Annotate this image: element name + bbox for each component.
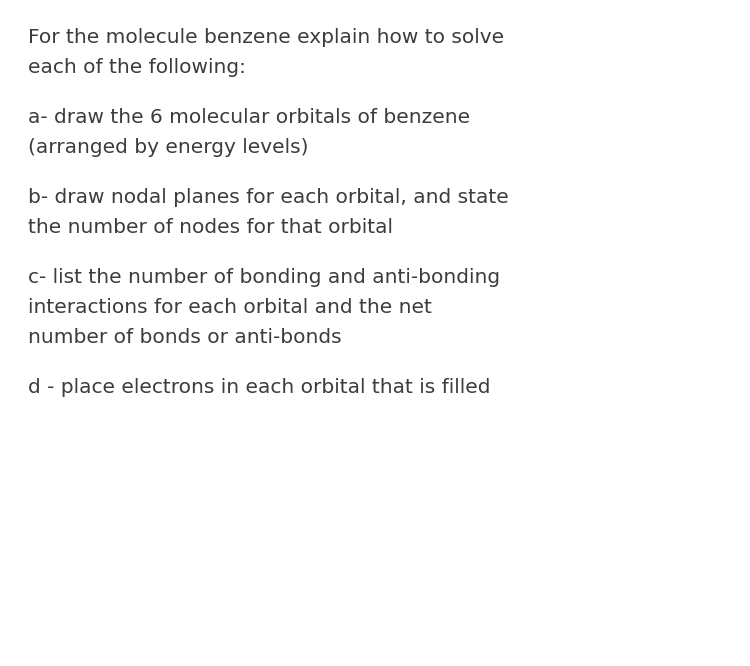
Text: the number of nodes for that orbital: the number of nodes for that orbital — [28, 218, 393, 237]
Text: b- draw nodal planes for each orbital, and state: b- draw nodal planes for each orbital, a… — [28, 188, 508, 207]
Text: For the molecule benzene explain how to solve: For the molecule benzene explain how to … — [28, 28, 504, 47]
Text: c- list the number of bonding and anti-bonding: c- list the number of bonding and anti-b… — [28, 268, 500, 287]
Text: (arranged by energy levels): (arranged by energy levels) — [28, 138, 308, 157]
Text: number of bonds or anti-bonds: number of bonds or anti-bonds — [28, 328, 341, 347]
Text: interactions for each orbital and the net: interactions for each orbital and the ne… — [28, 298, 432, 317]
Text: each of the following:: each of the following: — [28, 58, 246, 77]
Text: d - place electrons in each orbital that is filled: d - place electrons in each orbital that… — [28, 378, 490, 397]
Text: a- draw the 6 molecular orbitals of benzene: a- draw the 6 molecular orbitals of benz… — [28, 108, 470, 127]
